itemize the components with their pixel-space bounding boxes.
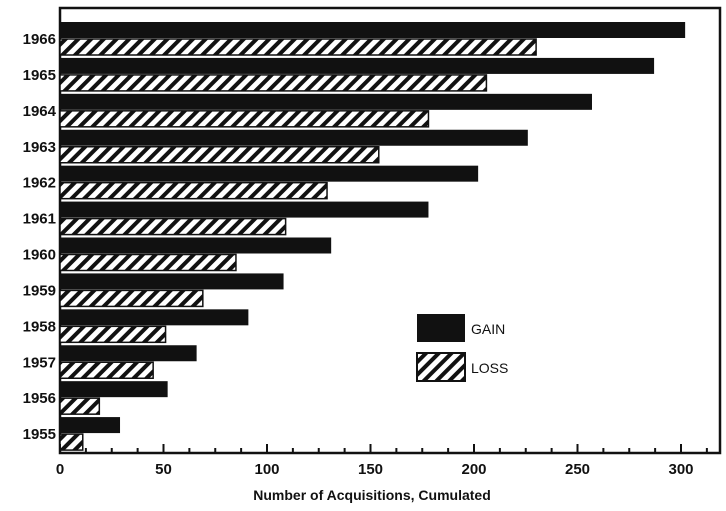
x-tick-label: 100	[254, 461, 279, 478]
gain-bar-1961	[60, 201, 429, 218]
legend-gain-swatch	[417, 314, 465, 342]
legend-loss-swatch	[416, 352, 466, 382]
y-tick-label: 1960	[23, 247, 56, 264]
gain-bar-1960	[60, 237, 332, 254]
loss-bar-1962	[59, 181, 328, 200]
gain-bar-1959	[60, 273, 284, 290]
x-axis-label: Number of Acquisitions, Cumulated	[253, 487, 491, 503]
loss-bar-1963	[59, 146, 380, 164]
x-tick-label: 0	[56, 461, 64, 478]
x-tick-label: 250	[565, 461, 590, 478]
y-tick-label: 1964	[23, 103, 57, 120]
y-tick-label: 1963	[23, 139, 56, 156]
gain-bar-1966	[60, 22, 686, 38]
y-tick-label: 1956	[23, 390, 56, 407]
loss-bar-1957	[59, 361, 154, 379]
loss-bar-1964	[59, 110, 430, 128]
y-tick-label: 1965	[23, 67, 56, 84]
x-tick-label: 300	[668, 461, 693, 478]
legend-loss-label: LOSS	[471, 360, 508, 376]
y-tick-label: 1955	[23, 426, 56, 443]
plot-area: 1966 1965 1964 1963 1962 1961 1960 1959 1958 1957…	[23, 6, 722, 478]
loss-bar-1960	[59, 253, 237, 272]
loss-bar-1956	[59, 397, 101, 415]
gain-bar-1963	[60, 129, 528, 146]
y-tick-label: 1959	[23, 282, 56, 299]
loss-bar-1958	[59, 325, 167, 344]
gain-bar-1964	[60, 93, 592, 110]
y-tick-label: 1957	[23, 354, 56, 371]
loss-bar-1965	[59, 74, 488, 92]
gain-bar-1958	[60, 309, 249, 326]
x-tick-label: 200	[461, 461, 486, 478]
loss-bar-1955	[59, 433, 84, 451]
gain-bar-1955	[60, 417, 121, 434]
legend-gain-label: GAIN	[471, 321, 505, 337]
loss-bar-1959	[59, 289, 204, 308]
gain-bar-1965	[60, 57, 655, 74]
y-tick-label: 1966	[23, 31, 56, 48]
gain-bar-1956	[60, 381, 168, 398]
x-tick-label: 150	[358, 461, 383, 478]
y-tick-label: 1961	[23, 211, 56, 228]
gain-bar-1962	[60, 165, 479, 182]
x-tick-label: 50	[155, 461, 172, 478]
loss-bar-1961	[59, 217, 287, 236]
gain-bar-1957	[60, 345, 197, 362]
y-tick-label: 1962	[23, 175, 56, 192]
loss-bar-1966	[59, 38, 537, 56]
y-tick-label: 1958	[23, 318, 56, 335]
legend: GAIN LOSS	[416, 314, 508, 382]
